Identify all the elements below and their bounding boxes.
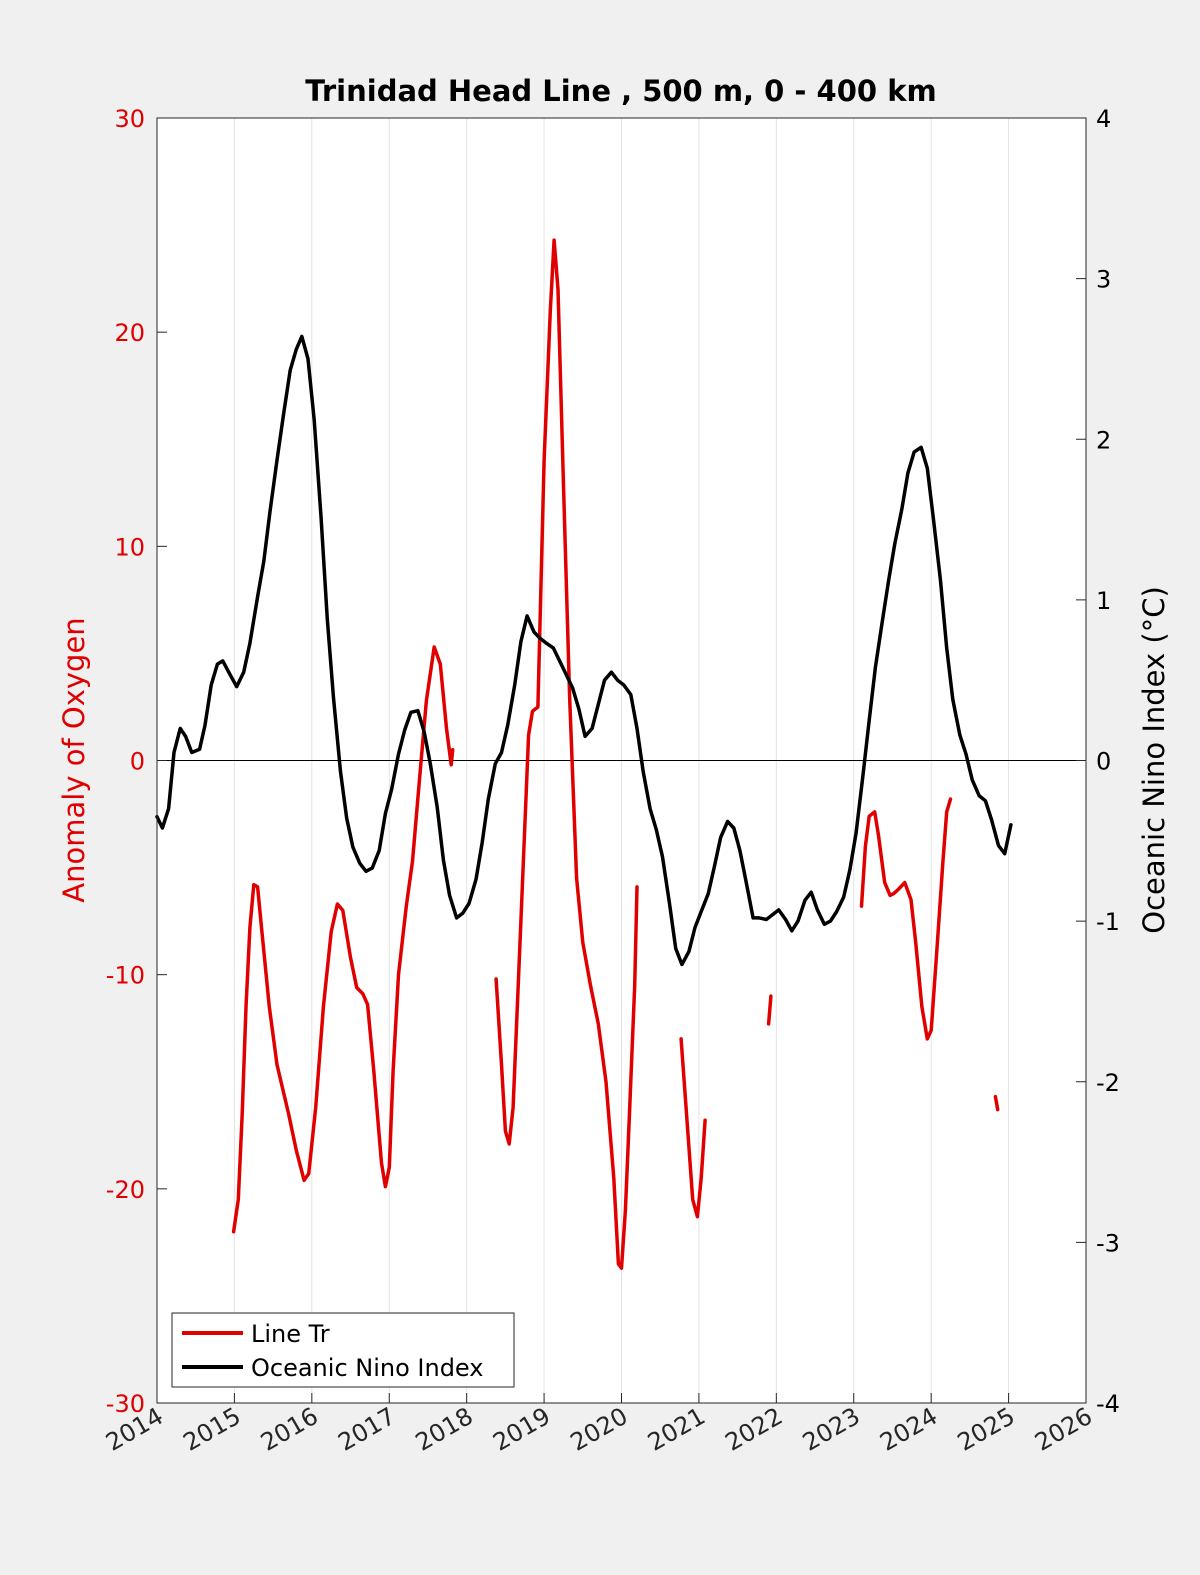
left-axis-label: Anomaly of Oxygen <box>57 617 91 902</box>
right-tick-label: 4 <box>1096 105 1111 133</box>
right-tick-label: 1 <box>1096 587 1111 615</box>
right-tick-label: -4 <box>1096 1390 1120 1418</box>
right-y-axis: 4 3 2 1 0 -1 -2 -3 -4 <box>1076 105 1120 1418</box>
left-y-axis: 30 20 10 0 -10 -20 -30 <box>106 105 167 1418</box>
line-tr-series-segment-1 <box>494 238 639 1270</box>
right-tick-label: -1 <box>1096 908 1120 936</box>
line-tr-series-segment-5 <box>993 1094 1000 1112</box>
left-tick-label: -10 <box>106 962 145 990</box>
right-axis-label: Oceanic Nino Index (°C) <box>1137 586 1171 934</box>
oni-series-segment-0 <box>155 334 1013 967</box>
right-tick-label: 2 <box>1096 426 1111 454</box>
left-tick-label: 10 <box>114 533 145 561</box>
legend: Line Tr Oceanic Nino Index <box>171 1312 515 1388</box>
series-layer <box>155 238 1013 1270</box>
left-tick-label: -30 <box>106 1390 145 1418</box>
legend-label-line-tr: Line Tr <box>251 1320 330 1348</box>
right-tick-label: -3 <box>1096 1229 1120 1257</box>
right-tick-label: 3 <box>1096 266 1111 294</box>
line-tr-series-segment-2 <box>679 1037 707 1219</box>
left-tick-label: 20 <box>114 319 145 347</box>
left-tick-label: -20 <box>106 1176 145 1204</box>
line-tr-series-segment-3 <box>766 994 773 1026</box>
right-tick-label: -2 <box>1096 1069 1120 1097</box>
legend-label-oni: Oceanic Nino Index <box>251 1354 483 1382</box>
left-tick-label: 0 <box>130 748 145 776</box>
legend-box <box>171 1312 515 1388</box>
chart-title: Trinidad Head Line , 500 m, 0 - 400 km <box>305 74 936 108</box>
line-tr-series-segment-4 <box>859 797 953 1041</box>
line-tr-series-segment-0 <box>231 645 455 1234</box>
right-tick-label: 0 <box>1096 748 1111 776</box>
left-tick-label: 30 <box>114 105 145 133</box>
